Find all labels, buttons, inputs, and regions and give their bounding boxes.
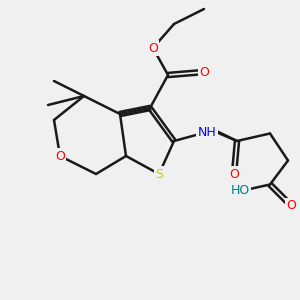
Text: S: S [155, 167, 163, 181]
Text: O: O [55, 149, 65, 163]
Text: HO: HO [230, 184, 250, 197]
Text: NH: NH [198, 125, 216, 139]
Text: O: O [148, 41, 158, 55]
Text: O: O [199, 65, 209, 79]
Text: O: O [229, 167, 239, 181]
Text: O: O [286, 199, 296, 212]
